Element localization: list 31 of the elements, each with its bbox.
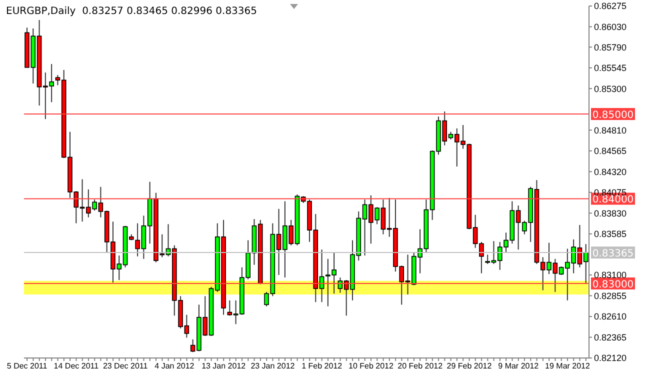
y-tick-label: 0.85545 — [594, 63, 627, 74]
x-tick-label: 14 Dec 2011 — [54, 362, 100, 371]
x-tick-label: 29 Feb 2012 — [446, 362, 492, 371]
y-tick-label: 0.82365 — [594, 332, 627, 342]
y-tick-label: 0.84565 — [594, 146, 627, 156]
y-tick-label: 0.86030 — [594, 22, 627, 32]
chart-title: EURGBP,Daily 0.83257 0.83465 0.82996 0.83365 — [6, 6, 258, 17]
ref-line-label: 0.83000 — [592, 279, 634, 290]
ref-line-label: 0.85000 — [592, 110, 634, 122]
y-tick-label: 0.84320 — [594, 166, 627, 177]
x-tick-label: 1 Feb 2012 — [302, 362, 343, 371]
x-tick-label: 9 Mar 2012 — [498, 362, 540, 371]
x-tick-label: 13 Jan 2012 — [202, 362, 246, 371]
y-tick-label: 0.83830 — [594, 208, 627, 218]
ref-line-label: 0.84000 — [592, 194, 634, 206]
y-tick-label: 0.82855 — [594, 290, 627, 301]
x-tick-label: 5 Dec 2011 — [6, 362, 48, 371]
y-tick-label: 0.86275 — [594, 1, 627, 12]
x-tick-label: 19 Mar 2012 — [545, 362, 591, 371]
x-tick-label: 4 Jan 2012 — [154, 362, 195, 371]
x-tick-label: 23 Jan 2012 — [250, 362, 296, 371]
x-tick-label: 20 Feb 2012 — [398, 362, 444, 371]
ref-line-label: 0.83365 — [592, 248, 634, 260]
y-tick-label: 0.82610 — [594, 312, 627, 322]
y-tick-label: 0.85300 — [594, 84, 627, 94]
y-tick-label: 0.84810 — [594, 125, 627, 136]
x-tick-label: 10 Feb 2012 — [348, 362, 394, 371]
y-tick-label: 0.83585 — [594, 229, 627, 240]
y-tick-label: 0.85790 — [594, 42, 627, 52]
y-tick-label: 0.82120 — [594, 353, 627, 364]
x-tick-label: 23 Dec 2011 — [102, 362, 148, 371]
